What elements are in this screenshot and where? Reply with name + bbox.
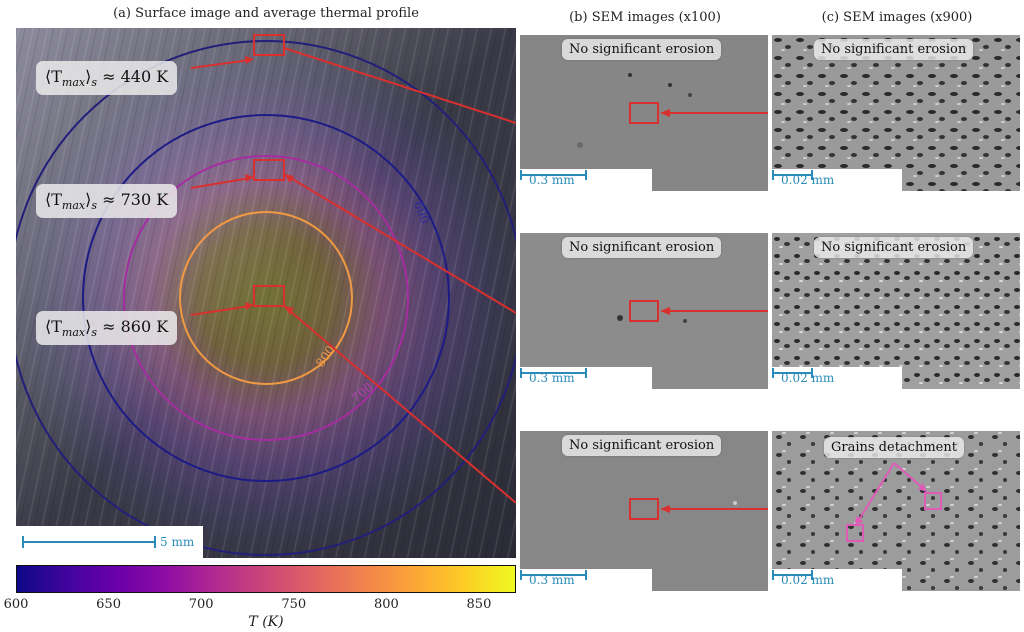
sem-x100-2: No significant erosion 0.3 mm [520, 233, 768, 389]
contour-600 [82, 114, 450, 482]
label-arrow-3 [190, 305, 251, 316]
sem-label-b3: No significant erosion [562, 435, 722, 456]
sem-x900-1: No significant erosion 0.02 mm [772, 35, 1020, 191]
sem-label-c2: No significant erosion [814, 237, 974, 258]
colorbar-tick: 700 [188, 597, 214, 612]
title-sem-x900: (c) SEM images (x900) [821, 10, 973, 25]
contour-800 [179, 211, 353, 385]
scalebar-x900-3: 0.02 mm [772, 569, 902, 591]
link-line-1 [283, 47, 516, 124]
contour-700 [123, 155, 409, 441]
scalebar-x100-1: 0.3 mm [520, 169, 652, 191]
title-surface: (a) Surface image and average thermal pr… [113, 6, 419, 21]
label-arrow-2 [190, 177, 251, 189]
temp-label-440: ⟨Tmax⟩s ≈ 440 K [36, 61, 178, 96]
sem-x900-3: Grains detachment 0.02 mm [772, 431, 1020, 591]
colorbar-ticks: 600 650 700 750 800 850 [4, 597, 516, 615]
contour-outer [16, 40, 516, 556]
sem-x100-3: No significant erosion 0.3 mm [520, 431, 768, 591]
sem-label-b2: No significant erosion [562, 237, 722, 258]
scalebar-x900-1: 0.02 mm [772, 169, 902, 191]
sem-x100-1: No significant erosion 0.3 mm [520, 35, 768, 191]
region-box-1 [253, 34, 285, 56]
colorbar [16, 565, 516, 593]
region-box-2 [253, 159, 285, 181]
scalebar-x900-2: 0.02 mm [772, 367, 902, 389]
surface-image: 600 700 800 ⟨Tmax⟩s ≈ 440 K ⟨Tmax⟩s ≈ 73… [16, 28, 516, 558]
colorbar-tick: 600 [3, 597, 29, 612]
colorbar-tick: 650 [96, 597, 121, 612]
label-arrow-1 [190, 59, 251, 69]
link-line-2 [283, 173, 516, 314]
region-box-3 [253, 285, 285, 307]
colorbar-tick: 800 [373, 597, 399, 612]
temp-label-730: ⟨Tmax⟩s ≈ 730 K [36, 184, 178, 219]
scalebar-5mm: 5 mm [16, 526, 203, 558]
temp-label-860: ⟨Tmax⟩s ≈ 860 K [36, 311, 178, 346]
scalebar-x100-3: 0.3 mm [520, 569, 652, 591]
sem-label-c3: Grains detachment [824, 437, 964, 458]
colorbar-xlabel: T (K) [248, 614, 284, 630]
colorbar-tick: 850 [466, 597, 492, 612]
sem-x900-2: No significant erosion 0.02 mm [772, 233, 1020, 389]
sem-label-c1: No significant erosion [814, 39, 974, 60]
colorbar-tick: 750 [281, 597, 307, 612]
surface-thermal-svg: 600 700 800 [16, 28, 516, 558]
sem-label-b1: No significant erosion [562, 39, 722, 60]
title-sem-x100: (b) SEM images (x100) [569, 10, 721, 25]
link-line-3 [283, 305, 516, 504]
scalebar-x100-2: 0.3 mm [520, 367, 652, 389]
